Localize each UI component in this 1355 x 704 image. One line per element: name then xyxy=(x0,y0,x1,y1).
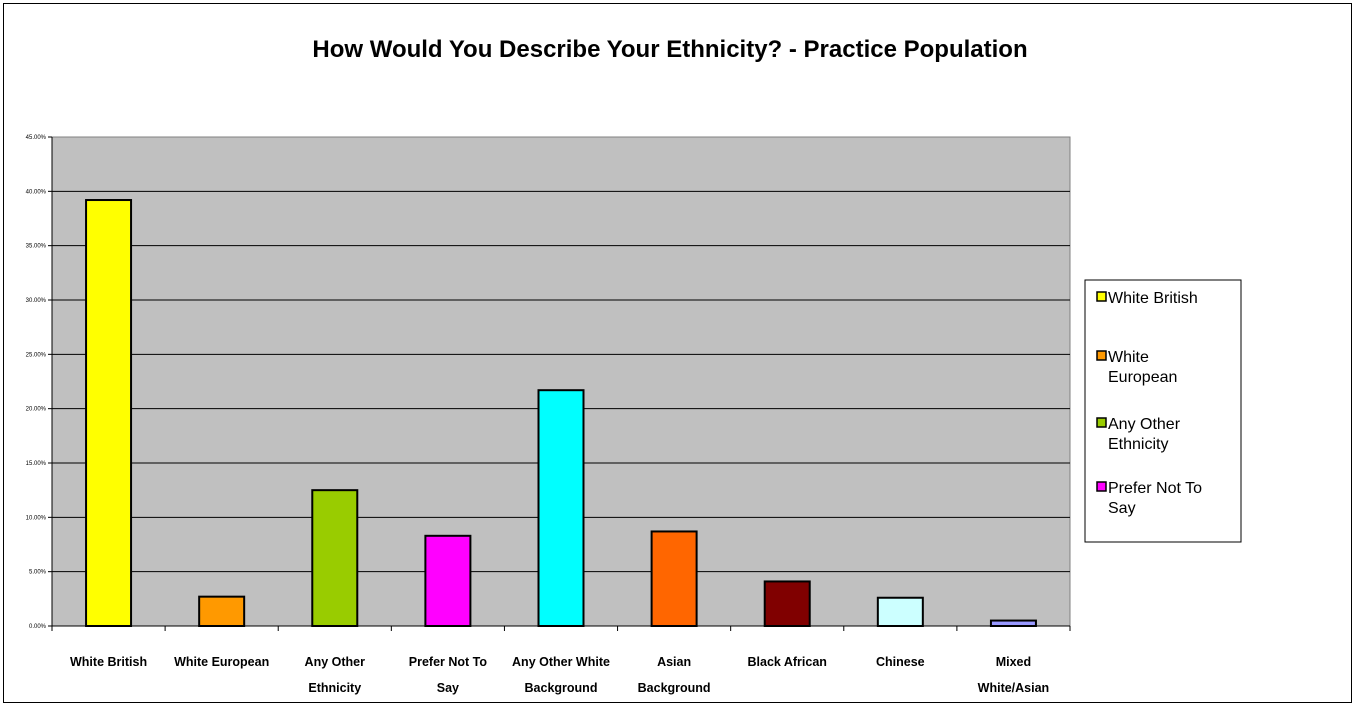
bar xyxy=(989,619,1037,627)
y-tick-label: 25.00% xyxy=(26,352,47,358)
legend-label: White British xyxy=(1108,290,1198,307)
bar xyxy=(763,580,811,627)
x-category-label: Mixed White/Asian xyxy=(978,655,1050,695)
chart-svg: How Would You Describe Your Ethnicity? -… xyxy=(26,36,1242,695)
legend-swatch xyxy=(1096,417,1107,428)
x-category-label: Chinese xyxy=(876,655,925,669)
x-category-label: Black African xyxy=(748,655,827,669)
legend-swatch xyxy=(1096,350,1107,361)
y-tick-label: 30.00% xyxy=(26,298,47,304)
bar xyxy=(650,530,698,628)
bar xyxy=(311,489,359,627)
x-category-label: Asian Background xyxy=(638,655,711,695)
bar xyxy=(198,595,246,627)
y-tick-label: 10.00% xyxy=(26,515,47,521)
y-tick-label: 35.00% xyxy=(26,244,47,250)
legend-label: Prefer Not To Say xyxy=(1108,480,1202,517)
legend: White British White European Any Other Ethni… xyxy=(1084,279,1242,543)
x-category-label: Any Other Ethnicity xyxy=(305,655,366,695)
x-category-label: Prefer Not To Say xyxy=(409,655,488,695)
legend-box xyxy=(1084,279,1242,543)
chart-frame: How Would You Describe Your Ethnicity? -… xyxy=(3,3,1352,703)
y-tick-label: 5.00% xyxy=(29,570,47,576)
x-category-label: White European xyxy=(174,655,269,669)
y-tick-label: 15.00% xyxy=(26,461,47,467)
y-tick-label: 20.00% xyxy=(26,407,47,413)
y-tick-label: 40.00% xyxy=(26,189,47,195)
y-tick-label: 45.00% xyxy=(26,135,47,141)
bar xyxy=(424,534,472,627)
bar xyxy=(85,199,133,627)
x-category-label: Any Other White Background xyxy=(512,655,610,695)
plot-area: 0.00% 5.00% 10.00% 15.00% 20.00% 25.00% 30.00%… xyxy=(26,135,1071,695)
bar xyxy=(537,389,585,627)
legend-label: White European xyxy=(1108,349,1177,386)
legend-swatch xyxy=(1096,481,1107,492)
bar xyxy=(876,596,924,627)
x-category-label: White British xyxy=(70,655,147,669)
y-tick-label: 0.00% xyxy=(29,624,47,630)
legend-swatch xyxy=(1096,291,1107,302)
chart-title: How Would You Describe Your Ethnicity? -… xyxy=(312,36,1027,63)
legend-label: Any Other Ethnicity xyxy=(1108,416,1181,453)
